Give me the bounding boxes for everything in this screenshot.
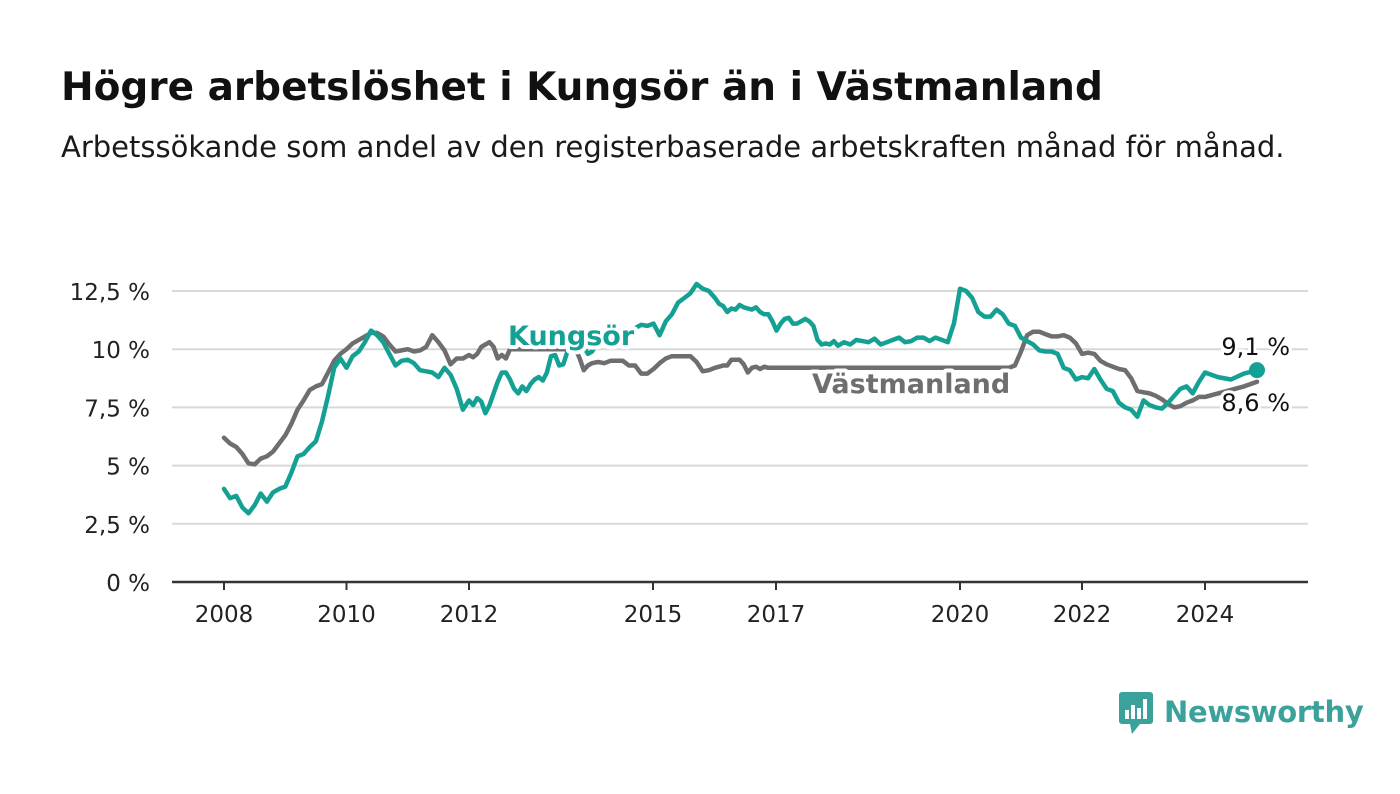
x-tick-label: 2022 — [1053, 602, 1112, 628]
y-tick-label: 5 % — [106, 455, 150, 481]
series-label-kungsor: Kungsör — [508, 321, 635, 352]
series-label-vastmanland: Västmanland — [812, 369, 1010, 400]
last-value-label-vastmanland: 8,6 % — [1221, 389, 1290, 417]
y-tick-label: 7,5 % — [84, 396, 150, 422]
brand-name: Newsworthy — [1164, 695, 1364, 729]
y-tick-label: 10 % — [92, 338, 150, 364]
chart-title: Högre arbetslöshet i Kungsör än i Västma… — [61, 65, 1103, 110]
y-axis-ticks: 0 % 2,5 % 5 % 7,5 % 10 % 12,5 % — [70, 280, 150, 597]
x-axis-ticks: 2008 2010 2012 2015 2017 2020 2022 2024 — [195, 582, 1235, 628]
chart-subtitle: Arbetssökande som andel av den registerb… — [61, 130, 1285, 164]
x-tick-label: 2015 — [624, 602, 683, 628]
x-tick-label: 2010 — [317, 602, 376, 628]
y-tick-label: 12,5 % — [70, 280, 150, 306]
y-tick-label: 0 % — [106, 571, 150, 597]
series-lines — [221, 281, 1265, 516]
gridlines — [172, 290, 1308, 584]
last-value-label-kungsor: 9,1 % — [1221, 333, 1290, 361]
x-tick-label: 2012 — [440, 602, 499, 628]
x-tick-label: 2008 — [195, 602, 254, 628]
series-line-kungsor — [221, 281, 1260, 516]
brand-logo: Newsworthy — [1118, 688, 1364, 736]
series-end-marker-kungsor — [1249, 362, 1265, 379]
series-labels: Kungsör Västmanland 9,1 % 8,6 % — [504, 317, 1293, 420]
x-tick-label: 2020 — [931, 602, 990, 628]
x-tick-label: 2024 — [1176, 602, 1235, 628]
series-line-vastmanland — [221, 329, 1260, 467]
y-tick-label: 2,5 % — [84, 513, 150, 539]
bar-chart-speech-bubble-icon — [1119, 692, 1153, 734]
x-tick-label: 2017 — [747, 602, 806, 628]
